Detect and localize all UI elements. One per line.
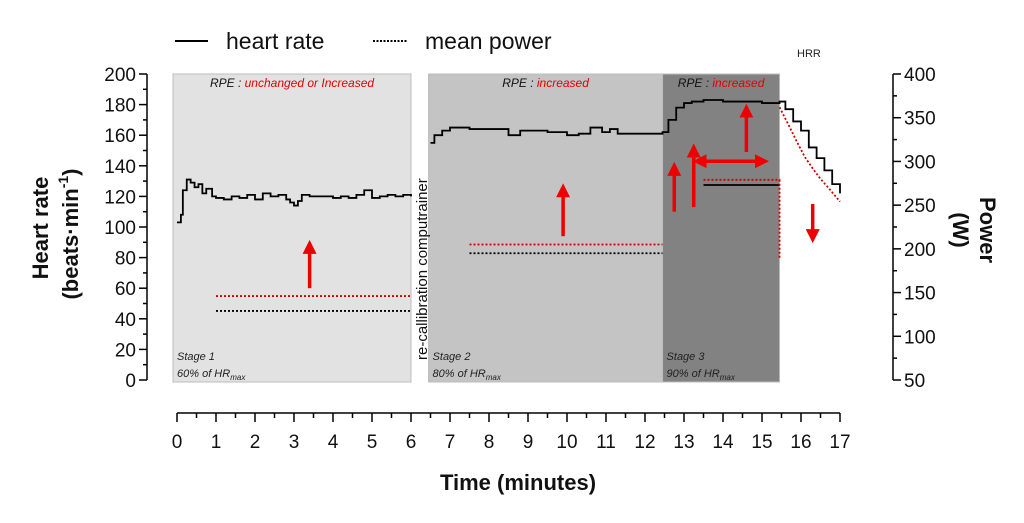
series-mean-power-adjusted--segment-4 <box>778 106 841 203</box>
y-axis-right-tick-label: 300 <box>904 152 936 173</box>
series-heart-rate-segment-1 <box>177 178 412 224</box>
rpe-prefix: RPE : <box>502 76 537 90</box>
y-axis-left-tick-label: 20 <box>115 340 136 361</box>
y-axis-left-unit-close: ) <box>58 168 83 175</box>
y-axis-left-tick-label: 120 <box>104 187 136 208</box>
y-axis-left-title-unit: (beats·min-1) <box>55 168 83 299</box>
y-axis-right-tick-label: 100 <box>904 327 936 348</box>
x-axis-tick-label: 10 <box>556 432 577 453</box>
x-axis-tick-label: 0 <box>172 432 183 453</box>
legend: heart rate mean power <box>175 28 552 54</box>
x-axis-tick-label: 7 <box>445 432 456 453</box>
rpe-prefix: RPE : <box>678 76 713 90</box>
y-axis-right-tick-label: 250 <box>904 196 936 217</box>
y-axis-right-tick-label: 350 <box>904 109 936 130</box>
x-axis-tick-label: 3 <box>289 432 300 453</box>
y-axis-left-tick-label: 0 <box>125 371 136 392</box>
y-axis-right-title-main: Power <box>975 197 1000 263</box>
stage-2-intensity: 80% of HRmax <box>433 368 502 382</box>
y-axis-left-tick-label: 80 <box>115 249 136 270</box>
rpe-value: increased <box>537 76 589 90</box>
x-axis-tick-label: 9 <box>523 432 534 453</box>
y-axis-heart-rate: 0 20 40 60 80 100 120 140 160 180 200 <box>104 65 148 392</box>
x-axis-tick-label: 15 <box>751 432 772 453</box>
x-axis-tick-label: 4 <box>328 432 339 453</box>
stage-1-intensity: 60% of HRmax <box>177 368 246 382</box>
y-axis-left-tick-label: 60 <box>115 279 136 300</box>
y-axis-right-tick-label: 50 <box>904 371 925 392</box>
y-axis-power: 50 100 150 200 250 300 350 400 <box>892 65 936 392</box>
y-axis-right-title: Power (W) <box>948 197 1000 263</box>
y-axis-left-tick-label: 160 <box>104 126 136 147</box>
data-series <box>177 99 841 312</box>
x-axis-time: 0 1 2 3 4 5 6 7 8 9 10 11 12 13 14 15 16 17 <box>172 412 851 453</box>
stage-3-name: Stage 3 <box>667 351 706 363</box>
y-axis-left-tick-label: 200 <box>104 65 136 86</box>
y-axis-left-title: Heart rate (beats·min-1) <box>28 168 83 299</box>
series-mean-power-adjusted--segment-3 <box>703 178 781 260</box>
x-axis-tick-label: 16 <box>790 432 811 453</box>
y-axis-left-title-main: Heart rate <box>28 177 53 280</box>
stage-3-region <box>662 73 781 383</box>
hrr-annotation: HRR <box>797 48 821 60</box>
rpe-value: increased <box>712 76 764 90</box>
legend-mean-power-label: mean power <box>425 28 552 54</box>
stage-regions: RPE : unchanged or Increased Stage 1 60% o… <box>172 73 781 383</box>
x-axis-tick-label: 11 <box>596 432 616 453</box>
rpe-value: unchanged or Increased <box>245 76 375 90</box>
x-axis-title: Time (minutes) <box>440 470 596 495</box>
x-axis-tick-label: 17 <box>829 432 850 453</box>
y-axis-left-unit-sup: -1 <box>55 176 71 189</box>
y-axis-right-tick-label: 400 <box>904 65 936 86</box>
rpe-prefix: RPE : <box>210 76 245 90</box>
y-axis-right-tick-label: 200 <box>904 240 936 261</box>
recalibration-annotation: re-callibration computrainer <box>414 178 431 360</box>
x-axis-tick-label: 5 <box>367 432 378 453</box>
legend-heart-rate-label: heart rate <box>226 28 324 54</box>
stage-1-name: Stage 1 <box>177 351 215 363</box>
x-axis-tick-label: 12 <box>634 432 655 453</box>
stage-2-name: Stage 2 <box>433 351 471 363</box>
y-axis-right-tick-label: 150 <box>904 284 936 305</box>
hrmax-subscript: max <box>486 373 502 382</box>
x-axis-tick-label: 13 <box>673 432 694 453</box>
stage-2-rpe-label: RPE : increased <box>502 76 589 90</box>
annotation-arrows <box>302 103 820 289</box>
x-axis-tick-label: 2 <box>250 432 261 453</box>
y-axis-left-tick-label: 140 <box>104 157 136 178</box>
y-axis-left-tick-label: 100 <box>104 218 136 239</box>
hrmax-subscript: max <box>720 373 736 382</box>
x-axis-tick-label: 14 <box>712 432 734 453</box>
stage-1-rpe-label: RPE : unchanged or Increased <box>210 76 374 90</box>
stage-2-region <box>428 73 664 383</box>
y-axis-left-unit-text: (beats·min <box>58 188 83 299</box>
hrmax-subscript: max <box>230 373 246 382</box>
series-heart-rate-segment-2 <box>430 99 841 194</box>
y-axis-right-title-unit: (W) <box>948 212 973 247</box>
stage-3-rpe-label: RPE : increased <box>678 76 765 90</box>
x-axis-tick-label: 8 <box>484 432 495 453</box>
stage-1-region <box>172 73 412 383</box>
x-axis-tick-label: 6 <box>406 432 417 453</box>
stage-3-intensity: 90% of HRmax <box>667 368 736 382</box>
x-axis-tick-label: 1 <box>211 432 222 453</box>
y-axis-left-tick-label: 40 <box>115 310 136 331</box>
y-axis-left-tick-label: 180 <box>104 96 136 117</box>
